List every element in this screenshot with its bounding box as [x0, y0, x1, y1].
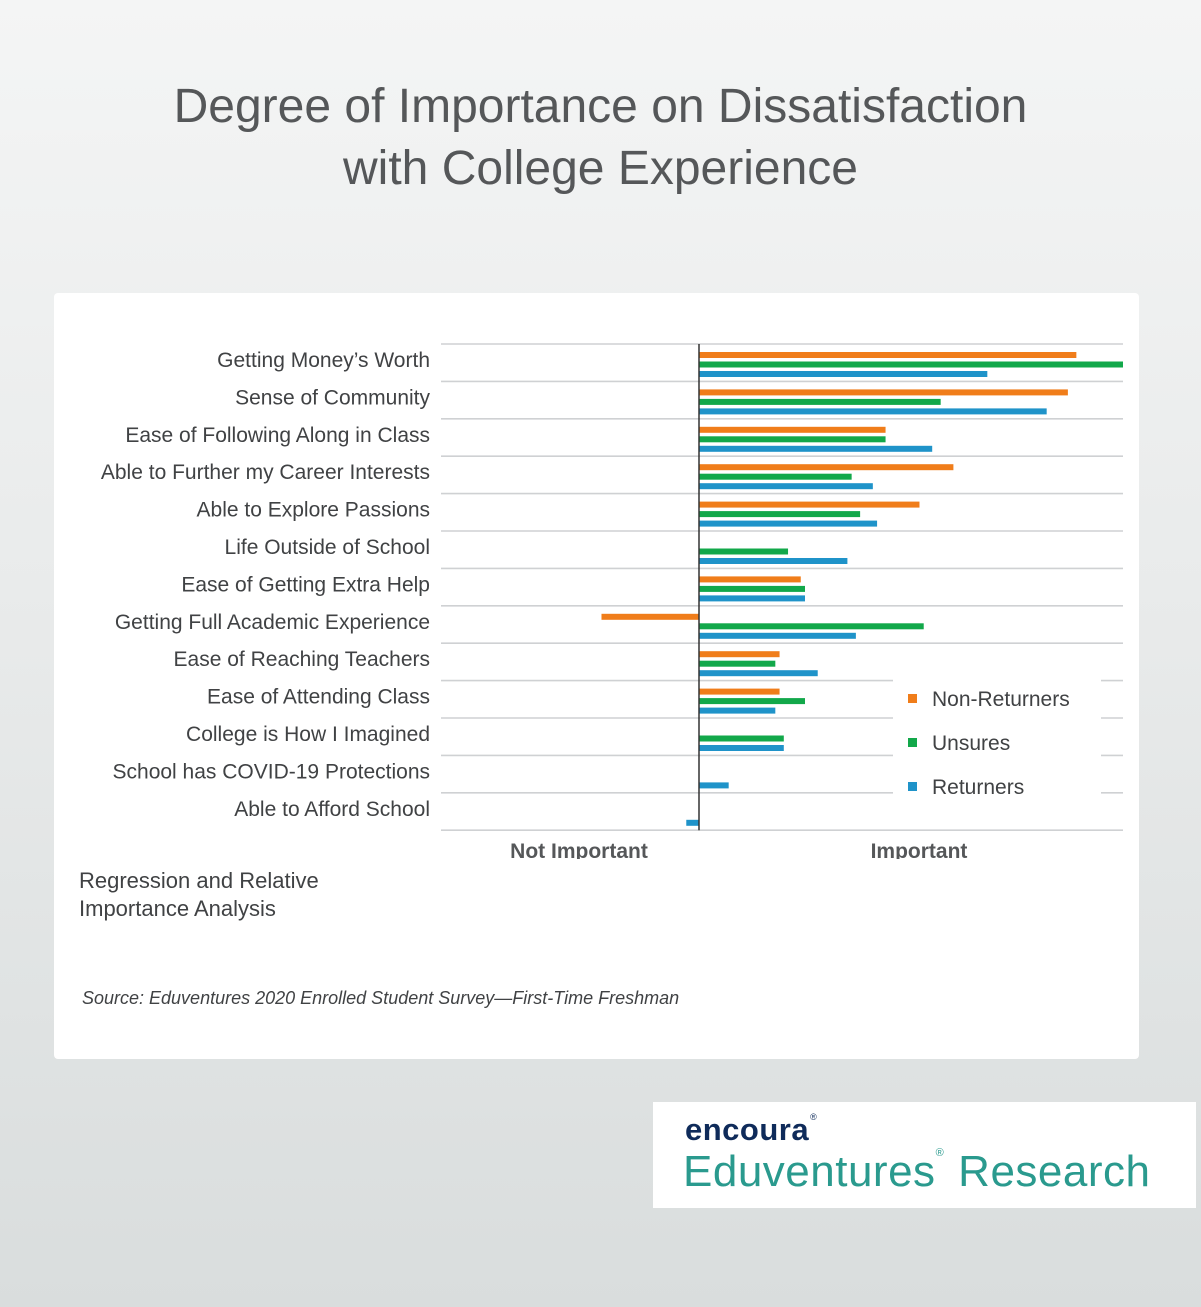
- bar-returners: [699, 707, 776, 714]
- category-label: Sense of Community: [235, 386, 430, 409]
- bar-non-returners: [699, 688, 780, 695]
- source-note: Source: Eduventures 2020 Enrolled Studen…: [82, 988, 680, 1008]
- bar-non-returners: [699, 352, 1077, 358]
- legend-label: Non-Returners: [932, 688, 1070, 711]
- legend-swatch: [908, 694, 917, 703]
- title-line-2: with College Experience: [343, 142, 858, 195]
- bar-non-returners: [699, 651, 780, 658]
- bar-returners: [699, 371, 988, 377]
- bar-unsures: [699, 398, 941, 405]
- analysis-note: Regression and Relative Importance Analy…: [79, 867, 319, 923]
- bar-non-returners: [699, 464, 954, 471]
- bar-unsures: [699, 361, 1123, 368]
- bar-returners: [699, 408, 1047, 415]
- bar-unsures: [699, 473, 852, 480]
- bar-returners: [699, 632, 856, 639]
- bar-unsures: [699, 735, 784, 742]
- category-label: Ease of Getting Extra Help: [181, 573, 430, 596]
- category-label: Life Outside of School: [225, 536, 430, 559]
- legend-label: Returners: [932, 776, 1024, 799]
- bar-chart: Getting Money’s Worth Sense of Community E…: [101, 343, 1123, 859]
- brand-logo: encoura® Eduventures® Research: [653, 1102, 1196, 1208]
- category-label: Able to Further my Career Interests: [101, 461, 430, 484]
- bar-returners: [699, 483, 873, 490]
- bar-unsures: [699, 698, 805, 705]
- page-title: Degree of Importance on Dissatisfaction …: [0, 76, 1201, 200]
- bar-returners: [699, 520, 878, 527]
- legend-swatch: [908, 738, 917, 747]
- chart-card: Getting Money’s Worth Sense of Community E…: [54, 293, 1139, 1059]
- bar-unsures: [699, 585, 805, 592]
- legend-label: Unsures: [932, 732, 1010, 755]
- bar-non-returners: [699, 389, 1068, 396]
- bar-returners: [699, 782, 729, 789]
- category-label: Ease of Following Along in Class: [125, 424, 430, 447]
- bar-unsures: [699, 660, 776, 667]
- bar-non-returners: [601, 613, 699, 620]
- bar-returners: [699, 745, 784, 751]
- bar-non-returners: [699, 576, 801, 583]
- x-label-important: Important: [871, 840, 968, 859]
- bar-returners: [699, 445, 933, 452]
- legend-swatch: [908, 782, 917, 791]
- bar-non-returners: [699, 501, 920, 508]
- bar-unsures: [699, 511, 861, 518]
- bar-unsures: [699, 548, 789, 555]
- eduventures-wordmark: Eduventures® Research: [683, 1147, 1151, 1196]
- title-line-1: Degree of Importance on Dissatisfaction: [173, 80, 1028, 133]
- bar-unsures: [699, 436, 886, 443]
- category-label: Ease of Reaching Teachers: [174, 648, 430, 671]
- bar-returners: [686, 819, 699, 826]
- bar-unsures: [699, 623, 924, 630]
- analysis-note-line-2: Importance Analysis: [79, 896, 276, 921]
- category-label: School has COVID-19 Protections: [113, 760, 430, 783]
- legend-box: [893, 679, 1101, 795]
- category-label: Able to Afford School: [234, 798, 430, 821]
- bar-non-returners: [699, 426, 886, 433]
- x-label-not-important: Not Important: [510, 840, 648, 859]
- category-label: Getting Money’s Worth: [217, 349, 430, 372]
- category-label: College is How I Imagined: [186, 723, 430, 746]
- category-label: Ease of Attending Class: [207, 686, 430, 709]
- category-label: Getting Full Academic Experience: [115, 611, 430, 634]
- analysis-note-line-1: Regression and Relative: [79, 868, 319, 893]
- bar-returners: [699, 595, 805, 602]
- category-label: Able to Explore Passions: [197, 499, 430, 522]
- encoura-wordmark: encoura®: [685, 1112, 818, 1147]
- bar-returners: [699, 670, 818, 677]
- bar-returners: [699, 558, 848, 564]
